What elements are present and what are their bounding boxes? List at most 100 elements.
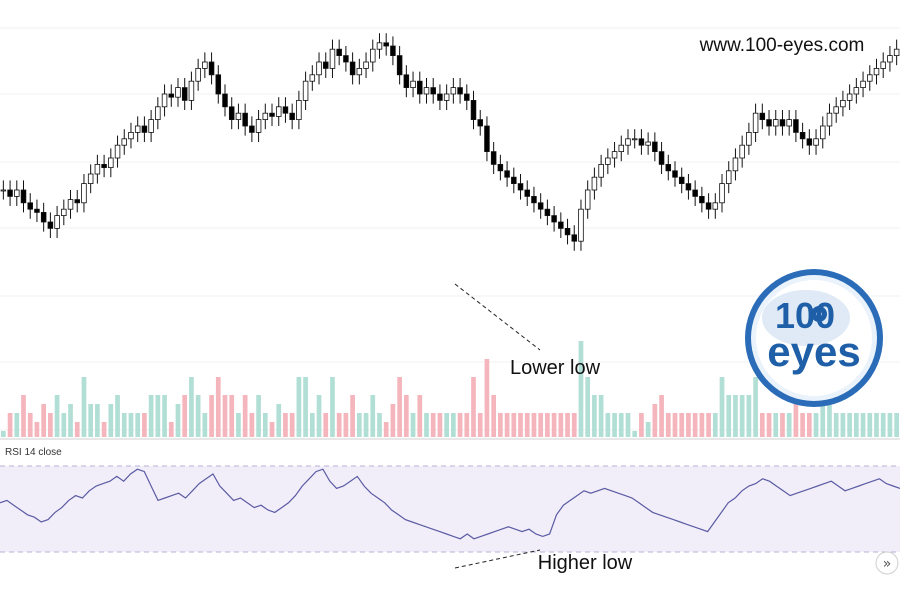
volume-bar	[437, 413, 443, 437]
candle	[282, 97, 289, 123]
volume-bar	[242, 395, 248, 437]
candle	[208, 52, 215, 85]
candle	[410, 71, 416, 98]
volume-bar	[833, 413, 839, 437]
volume-bar	[403, 395, 409, 437]
candle	[853, 78, 860, 104]
candle	[148, 110, 154, 142]
volume-bar	[309, 413, 315, 437]
volume-bar	[81, 377, 87, 437]
price-candles	[0, 33, 900, 251]
candle	[168, 84, 175, 107]
volume-bar	[417, 395, 423, 437]
volume-bar	[303, 377, 308, 437]
volume-bar	[867, 413, 873, 437]
volume-bar	[874, 413, 879, 437]
candle	[504, 161, 510, 187]
candle	[222, 84, 228, 117]
volume-bar	[370, 395, 376, 437]
candle	[766, 110, 772, 136]
volume-bar	[632, 431, 638, 437]
volume-bar	[565, 413, 570, 437]
candle	[725, 161, 732, 194]
candle	[511, 167, 517, 194]
volume-bar	[699, 413, 705, 437]
volume-bar	[545, 413, 550, 437]
volume-bar	[195, 395, 201, 437]
volume-bar	[679, 413, 685, 437]
volume-bar	[101, 422, 107, 437]
candle	[423, 78, 430, 104]
volume-bar	[383, 422, 389, 437]
volume-bar	[625, 413, 631, 437]
candle	[484, 116, 490, 162]
volume-bar	[827, 395, 832, 437]
volume-bar	[430, 413, 436, 437]
candle	[813, 129, 819, 155]
rsi-pane: RSI 14 close	[0, 447, 900, 553]
candle	[255, 110, 262, 142]
scroll-right-button[interactable]: »	[875, 551, 899, 575]
candle	[880, 52, 886, 78]
candle	[228, 97, 235, 130]
volume-bar	[363, 413, 369, 437]
candle	[235, 103, 242, 130]
candle	[799, 122, 806, 149]
volume-bar	[712, 413, 718, 437]
candle	[74, 190, 80, 213]
rsi-band	[0, 466, 900, 552]
candle	[87, 164, 94, 194]
volume-bar	[269, 422, 275, 437]
volume-bar	[739, 395, 745, 437]
volume-bar	[498, 413, 503, 437]
candle	[202, 52, 208, 78]
volume-bar	[14, 413, 20, 437]
volume-bar	[578, 341, 584, 437]
candle	[699, 186, 705, 213]
volume-bar	[820, 395, 826, 437]
volume-bar	[645, 422, 651, 437]
volume-bar	[726, 395, 732, 437]
rsi-label: RSI 14 close	[5, 447, 62, 458]
candle	[349, 52, 356, 85]
volume-bar	[531, 413, 537, 437]
volume-bar	[753, 377, 758, 437]
candle	[605, 148, 611, 174]
volume-bar	[54, 395, 60, 437]
volume-bar	[229, 395, 235, 437]
candle	[672, 161, 678, 187]
volume-bar	[356, 413, 362, 437]
candle	[155, 97, 161, 130]
candle	[786, 110, 792, 136]
volume-bar	[592, 395, 597, 437]
candle	[826, 103, 833, 136]
candle	[14, 180, 20, 206]
candle	[692, 180, 698, 206]
volume-bar	[95, 404, 100, 437]
candle	[188, 71, 195, 110]
volume-bar	[652, 404, 658, 437]
volume-bar	[350, 395, 355, 437]
candle	[54, 206, 60, 238]
candle	[40, 202, 47, 232]
candle	[370, 39, 376, 72]
lower-low-label: Lower low	[510, 357, 601, 379]
candle	[618, 135, 625, 162]
volume-bar	[1, 431, 6, 437]
candle	[336, 39, 342, 66]
candle	[631, 129, 638, 149]
volume-bar	[719, 377, 725, 437]
candle	[752, 103, 759, 142]
candle	[772, 110, 779, 136]
candle	[746, 122, 752, 155]
candle	[598, 154, 604, 187]
volume-bar	[813, 413, 819, 437]
volume-bar	[424, 413, 429, 437]
volume-bar	[444, 413, 449, 437]
volume-bar	[692, 413, 698, 437]
candle	[591, 167, 598, 200]
volume-bar	[464, 413, 470, 437]
volume-bar	[538, 413, 544, 437]
